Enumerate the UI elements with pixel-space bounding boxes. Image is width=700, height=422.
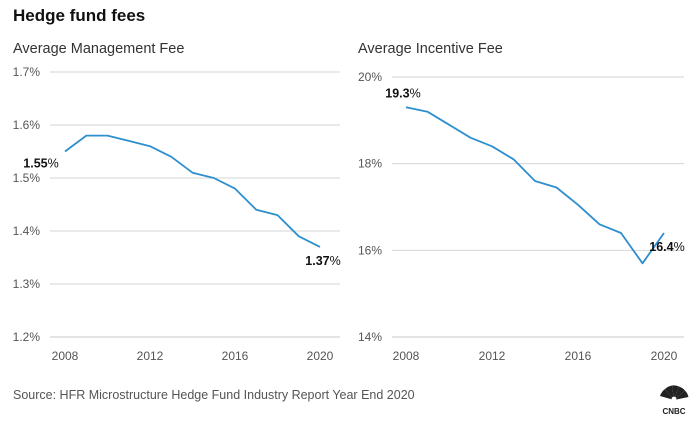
chart-2-y-tick-label: 20% bbox=[358, 70, 382, 84]
chart-1-y-tick-label: 1.6% bbox=[13, 118, 41, 132]
chart-2-x-tick-label: 2020 bbox=[651, 349, 678, 363]
chart-2-y-tick-label: 18% bbox=[358, 157, 382, 171]
chart-2-x-tick-label: 2012 bbox=[479, 349, 506, 363]
chart-1-y-tick-label: 1.7% bbox=[13, 65, 41, 79]
source-note: Source: HFR Microstructure Hedge Fund In… bbox=[13, 388, 415, 402]
chart-2-title: Average Incentive Fee bbox=[358, 41, 503, 57]
chart-1-y-tick-label: 1.4% bbox=[13, 224, 41, 238]
page-title: Hedge fund fees bbox=[13, 6, 146, 25]
chart-1-x-tick-label: 2008 bbox=[52, 349, 79, 363]
chart-2-y-tick-label: 16% bbox=[358, 243, 382, 257]
chart-1-x-tick-label: 2016 bbox=[222, 349, 249, 363]
chart-1-y-tick-label: 1.3% bbox=[13, 277, 41, 291]
chart-1-x-tick-label: 2020 bbox=[307, 349, 334, 363]
chart-1-title: Average Management Fee bbox=[13, 41, 184, 57]
chart-1-y-tick-label: 1.5% bbox=[13, 171, 41, 185]
logo-text: CNBC bbox=[662, 407, 685, 416]
chart-1-data-label: 1.37% bbox=[305, 254, 340, 268]
chart-2-x-tick-label: 2008 bbox=[393, 349, 420, 363]
chart-1-series-line bbox=[64, 134, 321, 248]
chart-1-y-tick-label: 1.2% bbox=[13, 330, 41, 344]
chart-1-data-label: 1.55% bbox=[23, 157, 58, 171]
chart-2-y-tick-label: 14% bbox=[358, 330, 382, 344]
chart-2-data-label: 19.3% bbox=[385, 86, 420, 100]
chart-2-x-tick-label: 2016 bbox=[565, 349, 592, 363]
chart-1-x-tick-label: 2012 bbox=[137, 349, 164, 363]
charts-area: Average Management Fee1.2%1.3%1.4%1.5%1.… bbox=[13, 41, 685, 363]
chart-2-series-line bbox=[405, 106, 665, 265]
cnbc-peacock-icon: CNBC bbox=[660, 385, 689, 416]
chart-2-data-label: 16.4% bbox=[649, 240, 684, 254]
